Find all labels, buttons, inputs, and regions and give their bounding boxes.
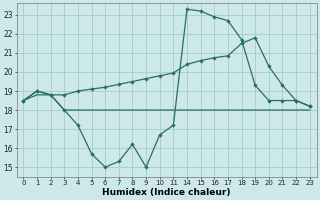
X-axis label: Humidex (Indice chaleur): Humidex (Indice chaleur) [102, 188, 231, 197]
